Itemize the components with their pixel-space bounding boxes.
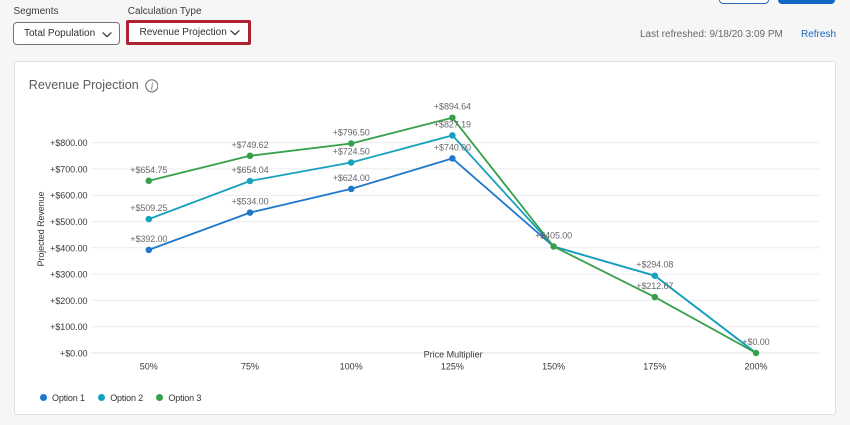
svg-text:150%: 150%	[542, 361, 565, 371]
svg-text:+$400.00: +$400.00	[50, 243, 87, 253]
svg-text:+$700.00: +$700.00	[50, 164, 87, 174]
svg-text:+$534.00: +$534.00	[232, 197, 269, 207]
svg-text:+$212.67: +$212.67	[636, 281, 673, 291]
svg-text:+$0.00: +$0.00	[742, 337, 769, 347]
svg-text:+$800.00: +$800.00	[50, 138, 87, 148]
svg-text:+$200.00: +$200.00	[50, 296, 87, 306]
svg-text:50%: 50%	[140, 361, 158, 371]
svg-text:+$749.62: +$749.62	[232, 140, 269, 150]
svg-text:Price Multiplier: Price Multiplier	[424, 350, 483, 360]
svg-text:+$827.19: +$827.19	[434, 119, 471, 129]
svg-text:125%: 125%	[441, 361, 464, 371]
svg-text:+$724.50: +$724.50	[333, 147, 370, 157]
svg-text:+$0.00: +$0.00	[60, 349, 88, 359]
svg-text:+$100.00: +$100.00	[50, 322, 87, 332]
svg-text:+$405.00: +$405.00	[535, 231, 572, 241]
svg-text:+$294.08: +$294.08	[636, 260, 673, 270]
svg-text:+$600.00: +$600.00	[50, 191, 87, 201]
svg-text:+$740.00: +$740.00	[434, 142, 471, 152]
svg-text:100%: 100%	[340, 361, 363, 371]
svg-text:+$300.00: +$300.00	[50, 270, 87, 280]
svg-text:+$509.25: +$509.25	[130, 203, 167, 213]
svg-text:200%: 200%	[744, 361, 767, 371]
svg-text:+$796.50: +$796.50	[333, 128, 370, 138]
svg-text:i: i	[150, 80, 153, 92]
svg-text:+$500.00: +$500.00	[50, 217, 87, 227]
svg-text:+$654.75: +$654.75	[130, 165, 167, 175]
svg-text:+$624.00: +$624.00	[333, 173, 370, 183]
svg-text:+$894.64: +$894.64	[434, 102, 471, 112]
svg-text:Projected Revenue: Projected Revenue	[36, 191, 46, 266]
svg-text:75%: 75%	[241, 361, 259, 371]
svg-text:175%: 175%	[643, 361, 666, 371]
svg-text:+$392.00: +$392.00	[130, 234, 167, 244]
svg-text:+$654.04: +$654.04	[232, 165, 269, 175]
